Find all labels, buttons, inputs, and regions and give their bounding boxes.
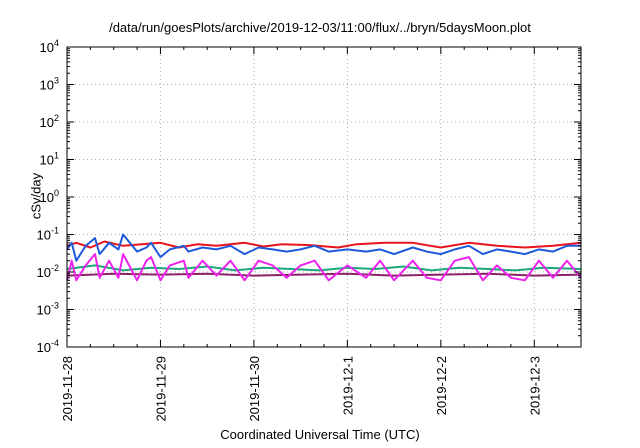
y-tick-label: 10-2 [37,263,59,280]
series-line-1 [66,240,582,249]
ticks: 10-4 10-3 10-2 10-1 100 101 102 103 104 2019-11-2… [37,38,582,422]
y-tick-label: 10-1 [37,226,59,243]
x-axis-label: Coordinated Universal Time (UTC) [220,427,420,442]
series-line-2 [66,233,581,262]
y-tick-label: 10-4 [37,338,59,355]
x-tick-label: 2019-11-28 [60,356,75,422]
x-tick-label: 2019-11-30 [247,356,262,422]
y-tick-label: 102 [40,113,59,130]
x-tick-label: 2019-11-29 [153,356,168,422]
x-tick-label: 2019-12-1 [340,356,355,415]
y-tick-label: 10-3 [37,301,59,318]
grid [67,47,581,347]
y-tick-label: 100 [40,188,59,205]
series-group [66,233,582,282]
y-tick-label: 101 [40,151,59,168]
x-tick-label: 2019-12-3 [527,356,542,415]
series-line-5 [66,253,582,282]
y-tick-label: 103 [40,76,59,93]
x-tick-label: 2019-12-2 [434,356,449,415]
series-line-3 [66,264,582,272]
y-tick-label: 104 [40,38,59,55]
chart-title: /data/run/goesPlots/archive/2019-12-03/1… [109,20,531,35]
